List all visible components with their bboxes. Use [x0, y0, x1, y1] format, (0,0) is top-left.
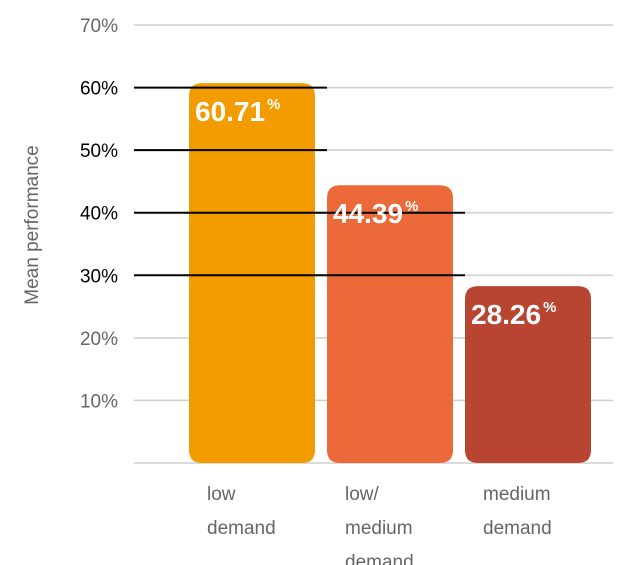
category-label: medium	[345, 518, 413, 539]
category-label: demand	[207, 518, 276, 539]
category-label: demand	[345, 552, 414, 565]
bar	[189, 83, 315, 464]
bar	[465, 286, 591, 463]
y-tick-label: 50%	[80, 141, 118, 162]
y-tick-label: 10%	[80, 391, 118, 412]
y-axis-label: Mean performance	[22, 145, 43, 304]
y-tick-label: 30%	[80, 266, 118, 287]
y-tick-label: 40%	[80, 204, 118, 225]
category-labels: low demand low/medium demand medium demand	[207, 484, 552, 565]
y-tick-label: 60%	[80, 79, 118, 100]
bars	[189, 83, 591, 464]
bar	[327, 185, 453, 463]
category-label: low/	[345, 484, 380, 505]
category-label: demand	[483, 518, 552, 539]
y-tick-label: 70%	[80, 16, 118, 37]
category-label: low	[207, 484, 236, 505]
gridlines-over-bars	[134, 86, 465, 277]
y-tick-labels: 10% 20% 30% 40% 50% 60% 70%	[80, 16, 118, 412]
y-tick-label: 20%	[80, 329, 118, 350]
category-label: medium	[483, 484, 551, 505]
